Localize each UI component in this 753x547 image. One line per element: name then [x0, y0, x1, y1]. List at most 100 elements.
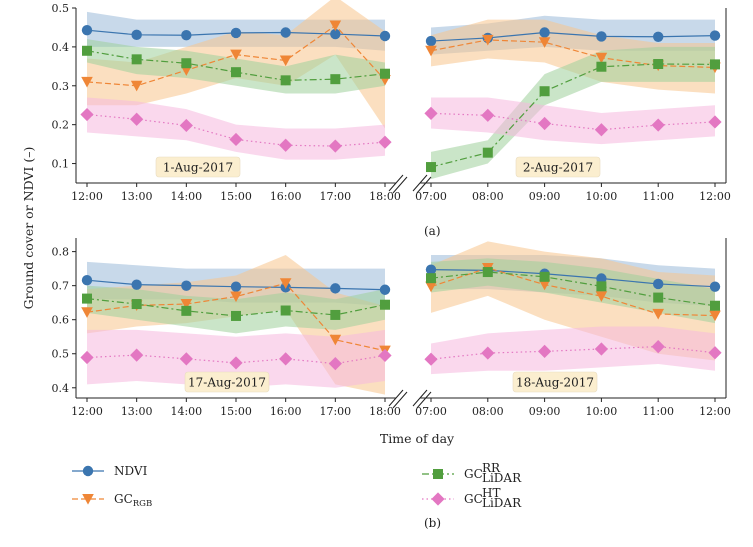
point-rr-p2-4: [653, 59, 664, 69]
point-ht-p3-3: [229, 356, 243, 370]
legend-label-ht: GC: [464, 492, 483, 506]
point-ndvi-p2-5: [709, 30, 721, 41]
line-rgb-p4: [430, 267, 716, 317]
line-rgb-p2: [430, 39, 716, 69]
legend-marker-rr: [433, 469, 443, 479]
point-ndvi-p1-3: [230, 27, 242, 39]
point-rgb-p3-5: [329, 334, 342, 346]
y-tick-label-p3-1: 0.5: [52, 348, 70, 361]
point-rr-p3-1: [131, 299, 142, 310]
point-ht-p3-4: [279, 352, 293, 366]
point-rgb-p2-3: [595, 52, 608, 64]
point-ndvi-p3-6: [379, 284, 391, 295]
point-ht-p1-1: [130, 112, 144, 126]
x-tick-label-p4-4: 11:00: [642, 405, 674, 418]
legend-marker-ht: [431, 492, 445, 506]
y-tick-label-p1-4: 0.5: [52, 2, 70, 15]
x-tick-label-p1-4: 16:00: [270, 190, 302, 203]
point-ht-p2-0: [424, 106, 438, 120]
date-label-p3: 17-Aug-2017: [188, 376, 266, 390]
point-ndvi-p4-5: [709, 281, 721, 292]
x-tick-label-p1-3: 15:00: [220, 190, 252, 203]
point-ndvi-p3-1: [131, 279, 142, 290]
point-ndvi-p1-5: [330, 28, 341, 40]
point-rr-p3-2: [181, 305, 192, 316]
point-rr-p4-4: [653, 292, 664, 303]
x-tick-label-p3-6: 18:00: [369, 405, 401, 418]
y-tick-label-p1-3: 0.4: [52, 41, 70, 54]
point-rr-p3-6: [380, 299, 390, 310]
band-rr-p3: [87, 285, 385, 334]
panel-p4: 07:00 08:00 09:00 10:00 11:00 12:00 18-Aug-201…: [412, 238, 731, 418]
point-rr-p1-4: [280, 75, 291, 86]
point-rr-p2-5: [710, 59, 720, 70]
point-rr-p1-0: [82, 45, 92, 56]
point-ht-p3-2: [179, 352, 193, 366]
band-rgb-p3: [87, 255, 385, 395]
point-rgb-p3-2: [180, 299, 193, 310]
point-ndvi-p2-4: [653, 31, 664, 42]
x-tick-label-p1-2: 14:00: [170, 190, 202, 203]
point-ndvi-p3-0: [81, 275, 93, 286]
point-rgb-p2-0: [425, 45, 437, 57]
date-box-p4: [512, 371, 598, 393]
point-rgb-p4-2: [538, 279, 551, 291]
x-tick-label-p3-1: 13:00: [121, 405, 153, 418]
point-rr-p1-6: [380, 68, 390, 79]
line-ndvi-p2: [430, 31, 716, 42]
point-ndvi-p2-3: [596, 31, 607, 42]
point-rr-p2-0: [426, 162, 436, 173]
point-rgb-p1-5: [329, 20, 342, 32]
point-rgb-p4-3: [595, 291, 608, 302]
point-ht-p4-3: [594, 342, 608, 356]
point-rr-p3-3: [231, 310, 241, 321]
point-rr-p4-0: [426, 273, 436, 284]
band-ht-p1: [87, 97, 385, 160]
x-tick-label-p3-5: 17:00: [319, 405, 351, 418]
x-tick-label-p4-5: 12:00: [699, 405, 731, 418]
point-ht-p3-6: [378, 348, 392, 363]
point-rr-p1-2: [181, 58, 192, 69]
band-rr-p2: [431, 46, 715, 180]
x-tick-label-p1-1: 13:00: [121, 190, 153, 203]
band-ht-p4: [431, 326, 715, 375]
point-ht-p2-2: [538, 116, 552, 131]
point-ndvi-p4-0: [425, 264, 437, 275]
date-label-p4: 18-Aug-2017: [516, 376, 594, 390]
panel-p1: 12:00 13:00 14:00 15:00 16:00 17:00 18:00 0.1 0.…: [52, 0, 408, 203]
x-tick-label-p2-5: 12:00: [699, 190, 731, 203]
axis-break-p4: [412, 389, 432, 409]
point-ndvi-p3-5: [330, 283, 341, 294]
legend-marker-ndvi: [82, 465, 94, 477]
date-box-p3: [184, 371, 270, 393]
legend-label-rgb: GCRGB: [114, 492, 152, 509]
point-rgb-p2-2: [538, 37, 551, 48]
legend-sub-ht: LiDAR: [482, 496, 522, 510]
point-ndvi-p4-3: [596, 273, 607, 284]
point-rr-p3-5: [330, 309, 341, 320]
point-rr-p3-0: [82, 293, 92, 304]
x-tick-label-p1-6: 18:00: [369, 190, 401, 203]
caption-b: (b): [424, 516, 441, 530]
point-rr-p4-5: [710, 300, 720, 311]
point-rgb-p1-4: [279, 55, 292, 67]
point-ht-p2-1: [481, 108, 495, 122]
point-rr-p2-2: [539, 86, 550, 97]
point-ht-p2-3: [594, 123, 608, 137]
point-rgb-p3-4: [279, 278, 292, 289]
point-ht-p4-4: [651, 339, 665, 354]
caption-a: (a): [424, 224, 441, 238]
point-ht-p3-0: [80, 350, 94, 365]
axis-break-p2: [412, 174, 432, 194]
point-ht-p4-2: [538, 344, 552, 358]
line-rr-p4: [430, 271, 716, 307]
x-tick-label-p2-0: 07:00: [415, 190, 447, 203]
x-tick-label-p1-0: 12:00: [71, 190, 103, 203]
axis-break-p1: [388, 174, 408, 194]
point-ht-p2-4: [651, 118, 665, 132]
point-ht-p1-3: [229, 132, 243, 147]
point-ndvi-p1-4: [280, 27, 291, 38]
